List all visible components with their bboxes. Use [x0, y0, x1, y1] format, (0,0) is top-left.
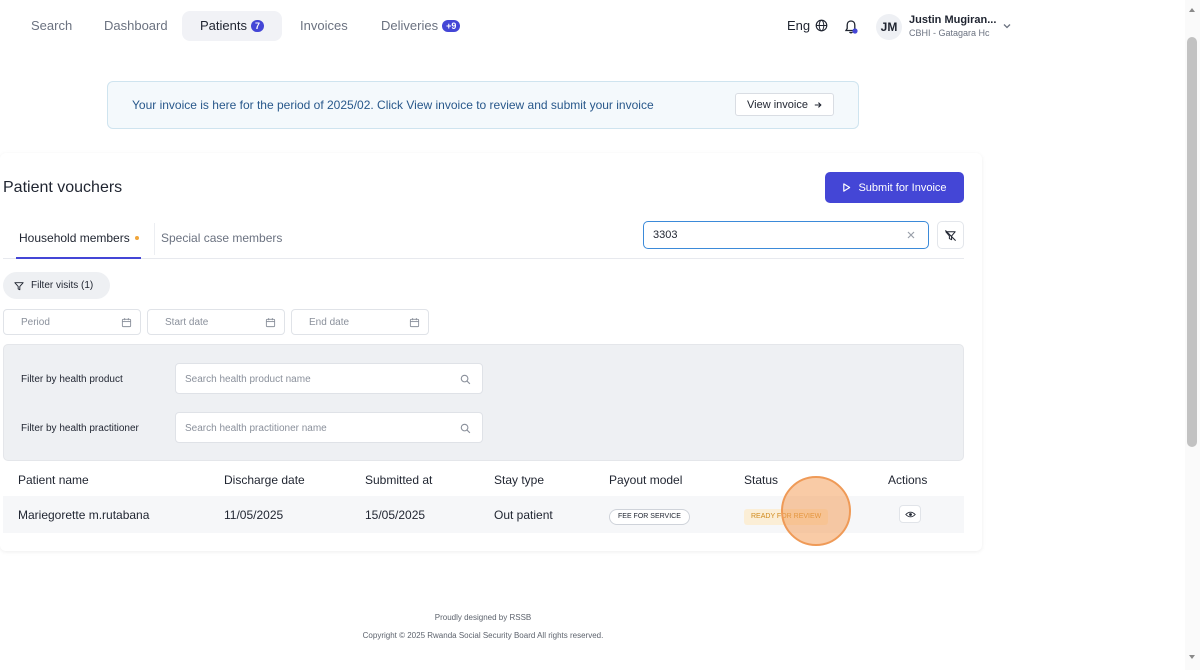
nav-item-label: Dashboard [104, 18, 168, 33]
user-name: Justin Mugiran... [909, 14, 997, 26]
search-field[interactable] [643, 221, 929, 249]
health-product-input[interactable] [185, 372, 445, 386]
nav-item-invoices[interactable]: Invoices [282, 11, 366, 41]
scroll-down-arrow-icon[interactable] [1187, 652, 1197, 662]
tab-indicator-dot [134, 236, 139, 240]
start-date-placeholder: Start date [165, 317, 209, 328]
health-practitioner-input[interactable] [185, 421, 445, 435]
calendar-icon [121, 318, 132, 328]
discharge-date-cell: 11/05/2025 [224, 508, 284, 522]
eye-icon [904, 511, 916, 517]
health-product-filter-label: Filter by health product [21, 374, 123, 385]
view-voucher-button[interactable] [899, 505, 921, 523]
payout-model-badge: FEE FOR SERVICE [609, 509, 690, 525]
health-product-search[interactable] [175, 363, 483, 394]
scrollbar-thumb[interactable] [1187, 37, 1197, 447]
click-indicator [781, 476, 851, 546]
chevron-down-icon[interactable] [1001, 20, 1013, 32]
nav-item-label: Search [31, 18, 73, 33]
nav-item-label: Deliveries [381, 18, 439, 33]
nav-item-label: Patients [200, 18, 247, 33]
column-header-patient-name: Patient name [18, 473, 89, 487]
column-header-status: Status [744, 473, 779, 487]
page-title: Patient vouchers [3, 179, 123, 196]
footer-copyright: Copyright © 2025 Rwanda Social Security … [362, 631, 604, 640]
view-invoice-label: View invoice [747, 98, 808, 111]
column-header-submitted-at: Submitted at [365, 473, 433, 487]
top-navigation: Search Dashboard Patients 7 Invoices Deli… [0, 0, 1185, 52]
column-header-stay-type: Stay type [494, 473, 545, 487]
language-label: Eng [787, 18, 811, 33]
notification-bell-icon[interactable] [843, 19, 859, 35]
clear-filters-button[interactable] [937, 221, 964, 249]
search-icon [460, 423, 471, 434]
avatar[interactable]: JM [876, 14, 902, 40]
submit-for-invoice-label: Submit for Invoice [858, 181, 947, 194]
submitted-at-cell: 15/05/2025 [365, 508, 426, 522]
filter-off-icon [945, 229, 956, 241]
nav-item-label: Invoices [300, 18, 348, 33]
health-practitioner-search[interactable] [175, 412, 483, 443]
calendar-icon [409, 318, 420, 328]
footer-credit: Proudly designed by RSSB [434, 613, 532, 622]
scroll-up-arrow-icon[interactable] [1187, 5, 1197, 15]
submit-for-invoice-button[interactable]: Submit for Invoice [825, 172, 964, 203]
tab-label: Special case members [161, 231, 283, 245]
patient-name-cell: Mariegorette m.rutabana [18, 508, 150, 522]
period-picker[interactable]: Period [3, 309, 141, 335]
user-organization: CBHI - Gatagara Hc [909, 28, 990, 38]
advanced-filter-panel: Filter by health product Filter by healt… [3, 344, 964, 461]
nav-item-deliveries[interactable]: Deliveries +9 [363, 11, 478, 41]
filter-visits-button[interactable]: Filter visits (1) [3, 272, 110, 299]
calendar-icon [265, 318, 276, 328]
view-invoice-button[interactable]: View invoice [735, 93, 834, 116]
filter-visits-label: Filter visits (1) [31, 280, 94, 291]
nav-item-dashboard[interactable]: Dashboard [86, 11, 186, 41]
end-date-placeholder: End date [309, 317, 350, 328]
column-header-discharge-date: Discharge date [224, 473, 305, 487]
play-icon [843, 183, 851, 192]
end-date-picker[interactable]: End date [291, 309, 429, 335]
stay-type-cell: Out patient [494, 508, 553, 522]
column-header-payout-model: Payout model [609, 473, 683, 487]
health-practitioner-filter-label: Filter by health practitioner [21, 423, 139, 434]
invoice-banner: Your invoice is here for the period of 2… [107, 81, 859, 129]
tabs-divider [3, 258, 964, 259]
invoice-banner-text: Your invoice is here for the period of 2… [132, 98, 654, 112]
arrow-right-icon [814, 101, 822, 108]
tab-special-case-members[interactable]: Special case members [161, 231, 282, 245]
deliveries-count-badge: +9 [442, 20, 461, 32]
column-header-actions: Actions [888, 473, 928, 487]
period-placeholder: Period [21, 317, 50, 328]
search-icon [460, 374, 471, 385]
filter-icon [14, 281, 24, 290]
nav-item-patients[interactable]: Patients 7 [182, 11, 282, 41]
language-selector[interactable]: Eng [787, 18, 828, 33]
nav-item-search[interactable]: Search [13, 11, 90, 41]
clear-icon[interactable] [905, 229, 917, 241]
tab-label: Household members [19, 231, 130, 245]
tab-household-members[interactable]: Household members [19, 231, 139, 245]
active-tab-underline [16, 257, 141, 259]
start-date-picker[interactable]: Start date [147, 309, 285, 335]
globe-icon [815, 19, 828, 32]
tab-divider [154, 223, 155, 255]
search-input[interactable] [653, 227, 893, 243]
patients-count-badge: 7 [250, 20, 264, 32]
